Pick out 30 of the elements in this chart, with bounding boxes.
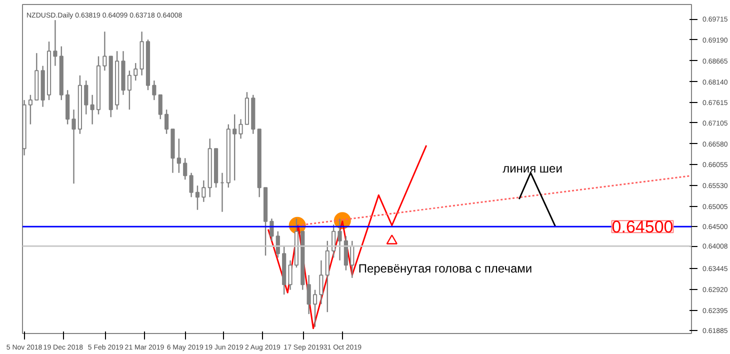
- annotation: 0.64500: [612, 218, 674, 237]
- candlestick: [276, 230, 280, 258]
- candlestick: [176, 138, 181, 174]
- candlestick: [238, 118, 243, 140]
- candlestick: [338, 218, 342, 261]
- candlestick: [312, 289, 318, 328]
- candlestick: [53, 19, 58, 66]
- candlestick: [270, 218, 274, 242]
- candlestick: [183, 158, 188, 180]
- candlestick: [232, 114, 237, 182]
- candlestick: [319, 260, 324, 305]
- annotation: Перевёнутая голова с плечами: [358, 261, 532, 276]
- candlestick: [195, 184, 200, 210]
- candlestick: [152, 80, 156, 101]
- candlestick: [158, 94, 162, 120]
- candlestick: [134, 62, 138, 82]
- candlestick: [127, 70, 132, 110]
- annotation: линия шеи: [502, 162, 562, 176]
- candlestick: [288, 260, 292, 290]
- candlestick: [84, 80, 88, 115]
- candlestick: [90, 94, 94, 125]
- candlestick: [202, 180, 206, 202]
- candlestick: [102, 31, 107, 72]
- candlestick: [164, 109, 169, 134]
- candlestick: [72, 109, 76, 184]
- candlestick: [28, 94, 32, 125]
- candlestick: [332, 224, 336, 258]
- candlestick: [306, 274, 311, 315]
- candlestick: [350, 240, 354, 278]
- candlestick: [189, 172, 194, 198]
